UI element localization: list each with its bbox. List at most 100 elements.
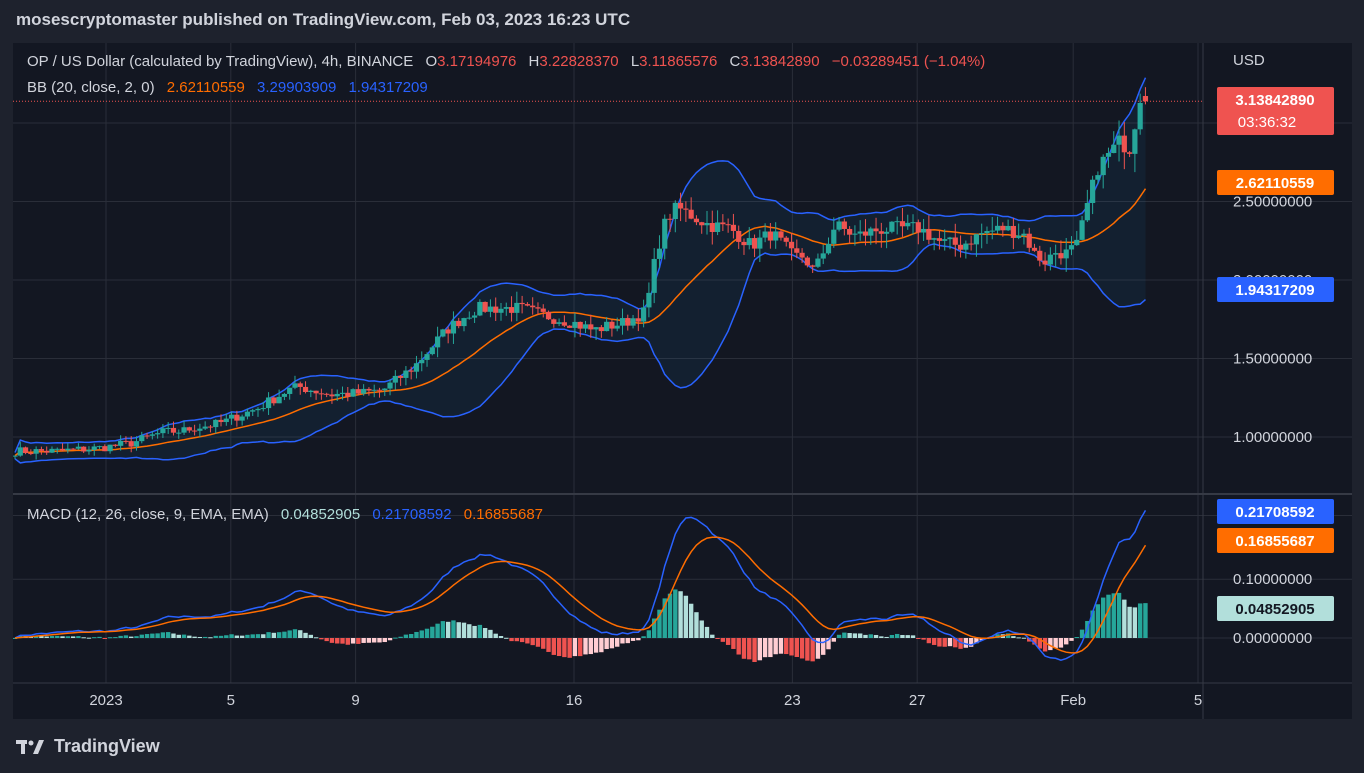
candle-body	[1068, 245, 1075, 250]
macd-histogram-bar	[477, 624, 483, 638]
macd-histogram-bar	[757, 638, 763, 661]
candle-body	[778, 231, 784, 238]
candle-body	[1095, 175, 1101, 180]
macd-signal-badge-bg	[1217, 528, 1334, 553]
candle-body	[1111, 144, 1117, 154]
macd-histogram-bar	[694, 612, 699, 638]
macd-histogram-bar	[562, 638, 567, 658]
chart-frame[interactable]: USD2.500000002.000000001.500000001.00000…	[13, 43, 1352, 719]
macd-label[interactable]: MACD (12, 26, close, 9, EMA, EMA)	[27, 506, 269, 523]
macd-histogram-bar	[97, 636, 102, 638]
macd-histogram-bar	[995, 634, 1000, 638]
candle-body	[461, 318, 467, 327]
macd-histogram-bar	[773, 638, 778, 655]
macd-histogram-bar	[673, 589, 678, 638]
candle-body	[181, 427, 187, 433]
candle-body	[1116, 135, 1122, 145]
macd-histogram-bar	[968, 638, 974, 647]
macd-histogram-bar	[662, 598, 667, 638]
macd-histogram-bar	[958, 638, 963, 649]
publish-header: mosescryptomaster published on TradingVi…	[16, 10, 631, 29]
candle-body	[350, 389, 356, 397]
macd-histogram-bar	[445, 621, 451, 638]
time-tick-label: 16	[566, 692, 583, 709]
macd-line-badge-bg	[1217, 499, 1334, 524]
candle-body	[598, 327, 604, 332]
macd-histogram-bar	[435, 623, 440, 638]
candle-body	[128, 441, 134, 447]
macd-histogram-bar	[826, 638, 831, 650]
candle-body	[688, 209, 694, 219]
bb-legend[interactable]: BB (20, close, 2, 0) 2.62110559 3.299039…	[27, 79, 436, 96]
macd-histogram-bar	[92, 637, 97, 639]
bb-upper-line	[14, 77, 1147, 453]
candle-body	[361, 388, 367, 394]
candle-body	[107, 444, 113, 452]
candle-body	[376, 389, 383, 391]
macd-histogram-bar	[873, 634, 879, 638]
candle-body	[783, 237, 789, 242]
macd-histogram-bar	[599, 638, 604, 653]
candle-body	[234, 414, 240, 421]
macd-histogram-bar	[33, 635, 39, 638]
macd-histogram-bar	[350, 638, 356, 644]
macd-histogram-bar	[741, 638, 747, 659]
macd-histogram-bar	[155, 633, 160, 638]
candle-body	[202, 426, 208, 429]
macd-histogram-bar	[509, 638, 514, 642]
candle-body	[905, 222, 911, 227]
candle-body	[582, 324, 589, 329]
high-key: H	[528, 53, 540, 70]
macd-histogram-bar	[229, 634, 234, 638]
macd-histogram-bar	[192, 636, 197, 638]
macd-histogram-bar	[905, 635, 910, 638]
macd-histogram-bar	[926, 638, 932, 644]
candle-body	[334, 393, 340, 397]
macd-histogram-bar	[1048, 638, 1053, 651]
candle-body	[218, 419, 224, 423]
candle-body	[493, 306, 499, 313]
macd-histogram-bar	[202, 636, 208, 638]
candle-body	[318, 393, 324, 395]
candle-body	[471, 315, 478, 318]
macd-histogram-bar	[356, 638, 361, 644]
time-tick-label: 2023	[89, 692, 122, 709]
candle-body	[804, 257, 810, 266]
candle-body	[635, 318, 641, 322]
macd-histogram-bar	[799, 638, 805, 659]
macd-legend[interactable]: MACD (12, 26, close, 9, EMA, EMA) 0.0485…	[27, 506, 551, 523]
macd-histogram-bar	[1100, 597, 1106, 638]
candle-body	[815, 258, 821, 267]
candle-body	[324, 393, 330, 395]
symbol-title[interactable]: OP / US Dollar (calculated by TradingVie…	[27, 53, 414, 70]
macd-histogram-bar	[387, 638, 393, 641]
candle-body	[667, 218, 673, 220]
candle-body	[524, 304, 531, 306]
bb-basis-badge: 2.62110559	[1236, 175, 1314, 192]
macd-histogram-bar	[1095, 604, 1101, 638]
macd-histogram-bar	[842, 632, 847, 638]
candle-body	[387, 382, 393, 389]
macd-histogram-bar	[678, 591, 683, 638]
macd-tick-label: 0.00000000	[1233, 630, 1312, 647]
macd-histogram-bar	[879, 636, 884, 638]
candle-body	[604, 321, 610, 332]
macd-histogram-bar	[752, 638, 757, 662]
candle-body	[17, 447, 23, 456]
candle-body	[133, 441, 140, 447]
macd-histogram-bar	[213, 635, 218, 638]
candle-body	[947, 237, 953, 240]
bb-label[interactable]: BB (20, close, 2, 0)	[27, 79, 155, 96]
currency-label[interactable]: USD	[1233, 52, 1265, 69]
macd-histogram-bar	[313, 637, 319, 639]
macd-histogram-bar	[699, 620, 704, 638]
macd-histogram-bar	[139, 634, 144, 638]
macd-histogram-bar	[234, 635, 240, 638]
chart-canvas[interactable]: USD2.500000002.000000001.500000001.00000…	[13, 43, 1352, 719]
candle-body	[487, 306, 494, 312]
tradingview-logo-icon	[16, 738, 46, 756]
macd-histogram-bar	[953, 638, 958, 648]
macd-histogram-bar	[900, 634, 905, 638]
candle-body	[630, 318, 636, 326]
symbol-legend[interactable]: OP / US Dollar (calculated by TradingVie…	[27, 53, 993, 70]
